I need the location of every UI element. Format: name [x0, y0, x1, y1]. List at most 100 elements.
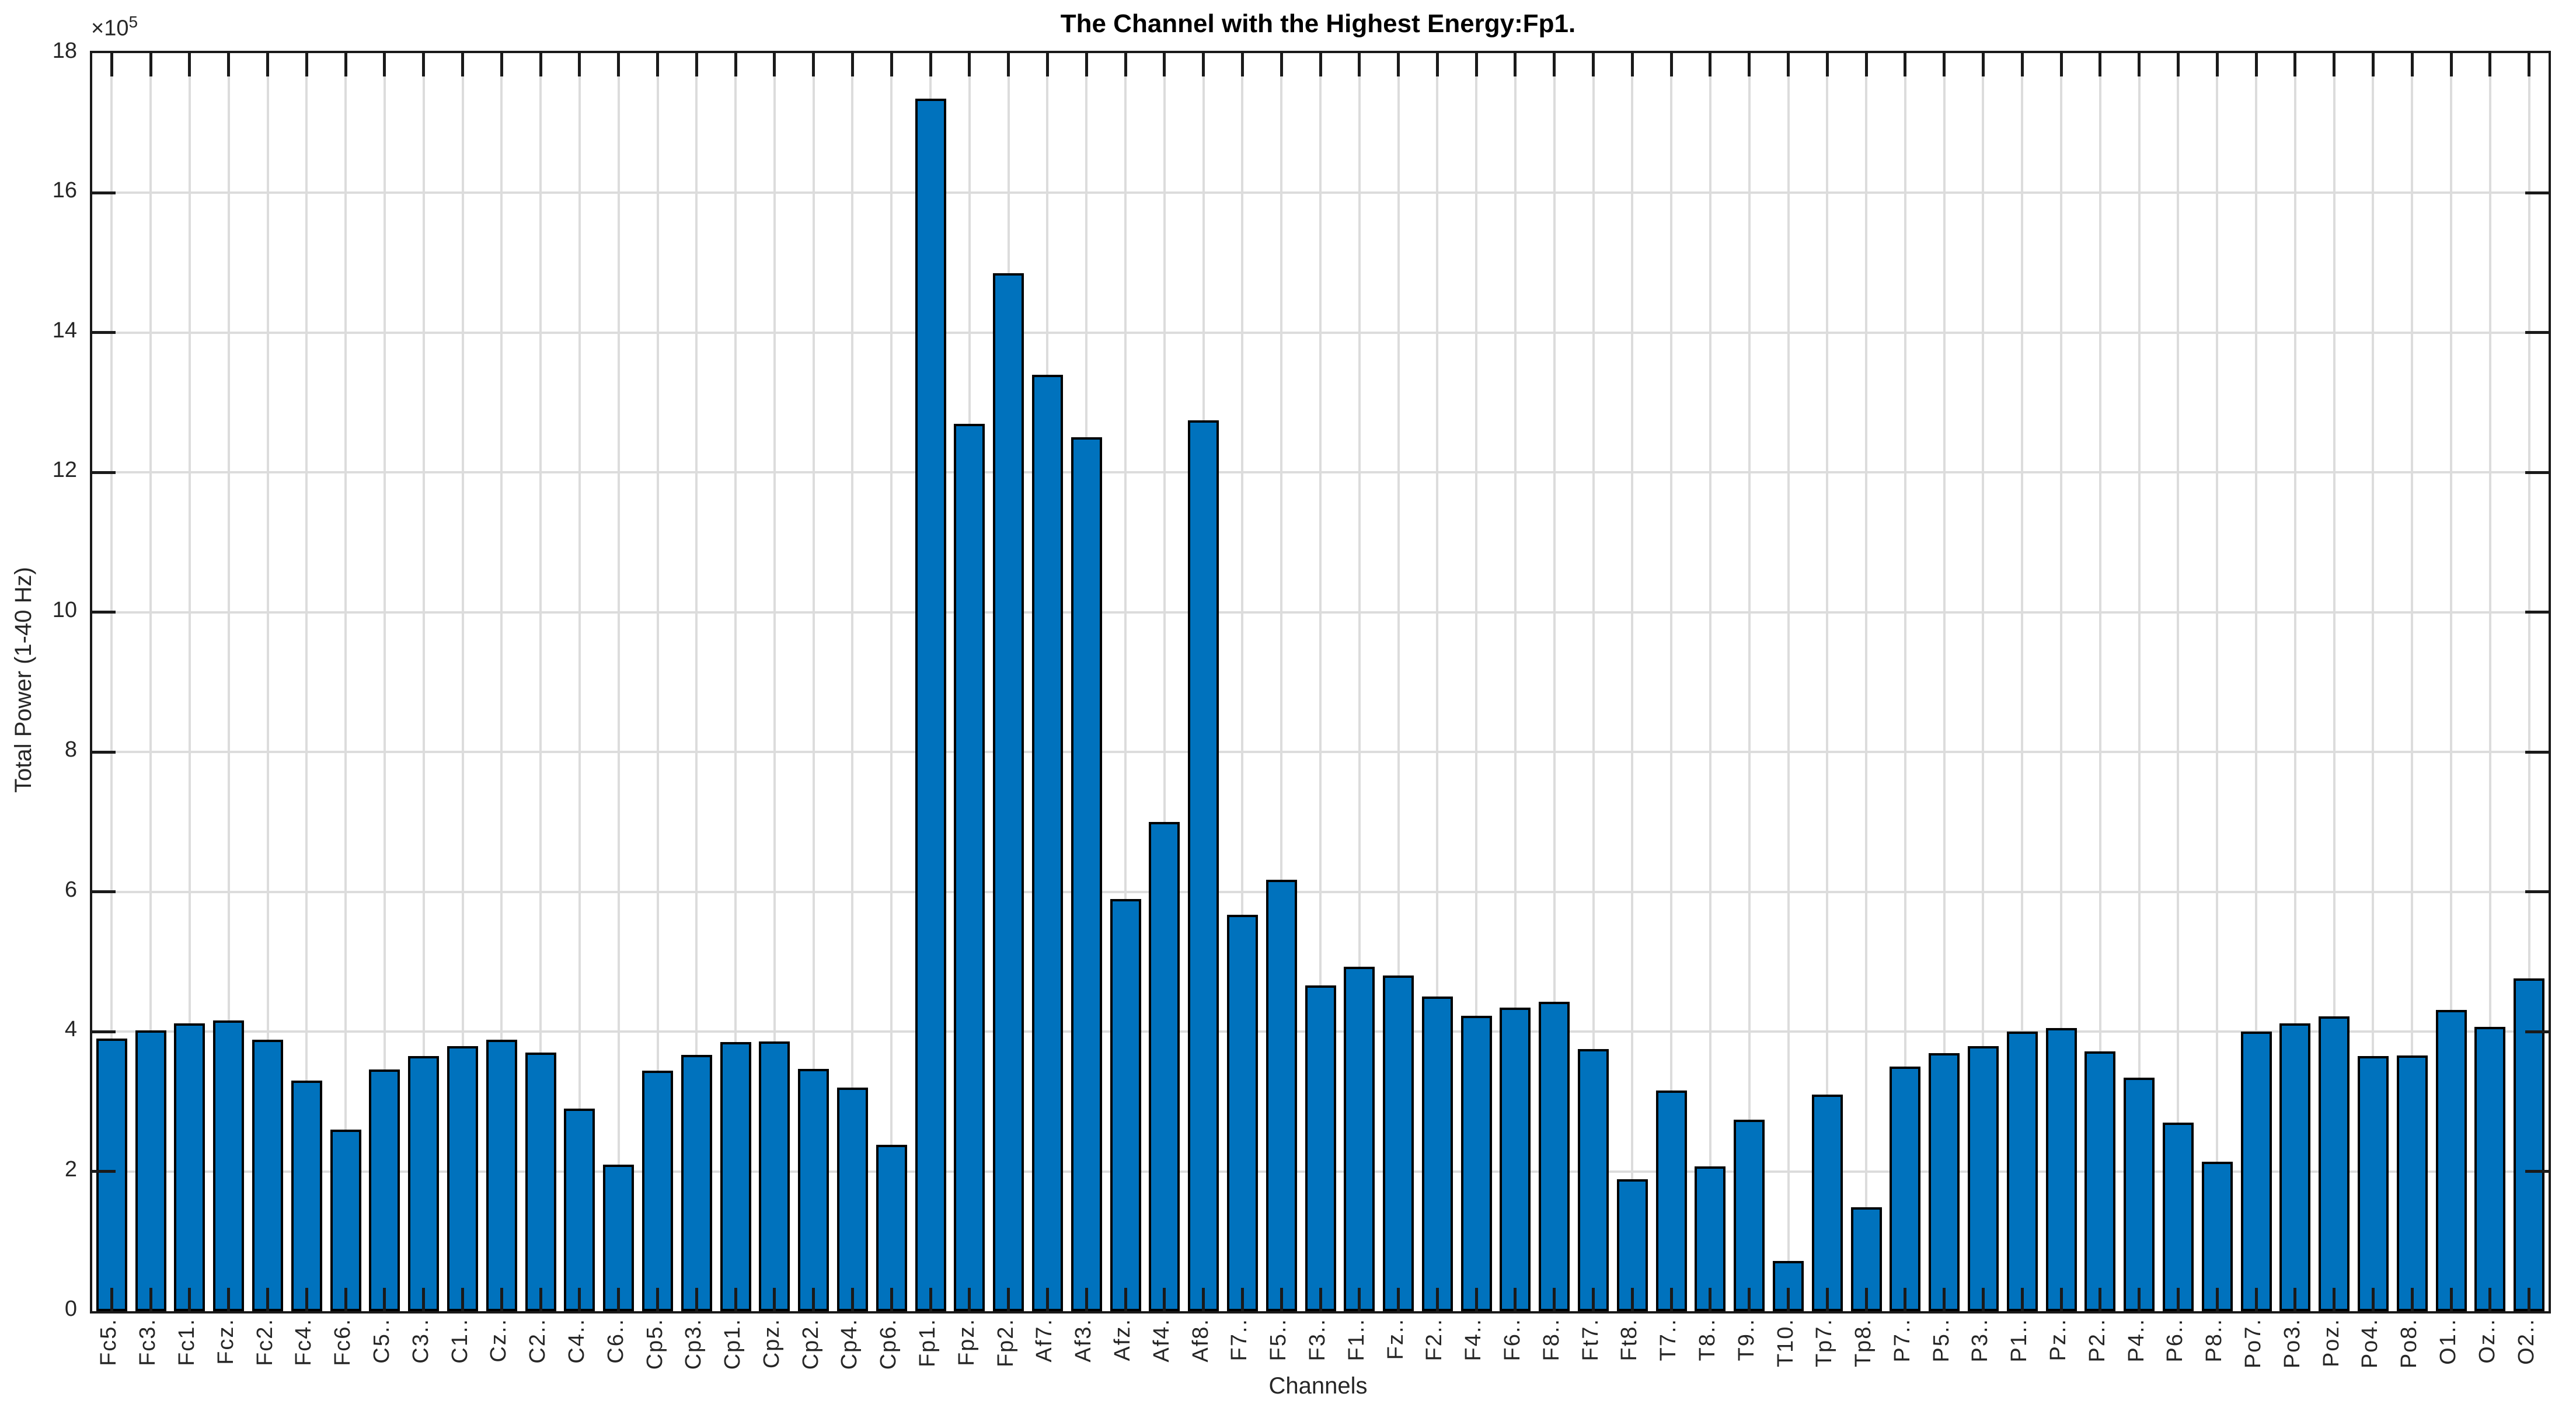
x-tick-label: F1.. [1344, 1318, 1369, 1361]
x-tick-label: Afz. [1110, 1318, 1135, 1361]
vertical-gridline [1319, 53, 1322, 1311]
vertical-gridline [1163, 53, 1166, 1311]
x-tick-label: Fc2. [253, 1318, 277, 1366]
x-tick-label: P5.. [1929, 1318, 1954, 1363]
bar-P2 [2084, 1051, 2115, 1311]
x-tick-top [2528, 53, 2530, 76]
bar-Po8 [2397, 1055, 2428, 1311]
x-tick-top [1865, 53, 1868, 76]
x-tick-label: Tp7. [1812, 1318, 1836, 1368]
x-tick-top [1046, 53, 1049, 76]
bar-Tp7 [1812, 1095, 1843, 1311]
x-tick-top [2488, 53, 2491, 76]
bar-Af3 [1071, 437, 1102, 1311]
y-tick-right [2525, 611, 2549, 614]
bar-P4 [2124, 1078, 2155, 1311]
bar-Fp2 [993, 273, 1024, 1311]
x-tick-label: T10. [1773, 1318, 1798, 1368]
x-tick-bottom [2333, 1288, 2336, 1311]
vertical-gridline [2021, 53, 2023, 1311]
vertical-gridline [1124, 53, 1127, 1311]
y-tick-label: 12 [52, 458, 77, 482]
bar-Af8 [1188, 420, 1219, 1311]
bar-Fp1 [915, 99, 946, 1311]
x-tick-top [1592, 53, 1595, 76]
x-tick-bottom [2255, 1288, 2258, 1311]
x-tick-top [1319, 53, 1322, 76]
x-tick-label: P8.. [2202, 1318, 2226, 1363]
vertical-gridline [657, 53, 659, 1311]
x-tick-label: Fcz. [214, 1318, 238, 1365]
vertical-gridline [1241, 53, 1243, 1311]
vertical-gridline [1514, 53, 1517, 1311]
x-tick-bottom [695, 1288, 698, 1311]
x-tick-bottom [1241, 1288, 1244, 1311]
x-tick-bottom [110, 1288, 113, 1311]
x-tick-label: Cp2. [799, 1318, 823, 1370]
x-tick-top [734, 53, 737, 76]
bar-F7 [1227, 915, 1258, 1311]
vertical-gridline [2411, 53, 2413, 1311]
vertical-gridline [1904, 53, 1906, 1311]
x-tick-label: C1.. [448, 1318, 472, 1364]
vertical-gridline [734, 53, 737, 1311]
x-tick-top [1124, 53, 1127, 76]
vertical-gridline [149, 53, 152, 1311]
bar-Cz [486, 1040, 517, 1311]
x-tick-label: Po4. [2358, 1318, 2382, 1369]
x-tick-label: Fp2. [994, 1318, 1018, 1368]
y-tick-right [2525, 471, 2549, 474]
x-tick-label: C6.. [604, 1318, 628, 1364]
vertical-gridline [2099, 53, 2101, 1311]
x-tick-label: T7.. [1656, 1318, 1681, 1361]
x-tick-top [773, 53, 776, 76]
bar-C1 [447, 1046, 478, 1311]
x-tick-top [890, 53, 893, 76]
bar-F2 [1422, 997, 1453, 1311]
vertical-gridline [2138, 53, 2141, 1311]
bar-F6 [1500, 1008, 1531, 1311]
x-tick-bottom [1865, 1288, 1868, 1311]
x-tick-top [1280, 53, 1283, 76]
x-tick-label: Po7. [2241, 1318, 2265, 1369]
x-tick-top [1358, 53, 1361, 76]
x-tick-bottom [1514, 1288, 1517, 1311]
x-tick-label: F2.. [1422, 1318, 1446, 1361]
y-tick-right [2525, 890, 2549, 893]
x-tick-bottom [2528, 1288, 2530, 1311]
x-tick-bottom [890, 1288, 893, 1311]
bar-Cp6 [876, 1145, 907, 1311]
x-tick-top [1748, 53, 1751, 76]
vertical-gridline [2333, 53, 2336, 1311]
y-tick-label: 10 [52, 598, 77, 622]
vertical-gridline [539, 53, 542, 1311]
bar-Fc5 [96, 1039, 127, 1311]
x-tick-top [344, 53, 347, 76]
x-tick-top [1553, 53, 1556, 76]
vertical-gridline [1358, 53, 1361, 1311]
x-tick-label: Cp1. [720, 1318, 745, 1370]
bar-Fc2 [252, 1040, 283, 1311]
bar-P1 [2007, 1032, 2038, 1311]
x-tick-top [1241, 53, 1244, 76]
x-tick-label: Fp1. [915, 1318, 940, 1368]
x-tick-label: Fz.. [1383, 1318, 1408, 1360]
x-tick-bottom [2060, 1288, 2063, 1311]
bar-Po4 [2358, 1056, 2389, 1311]
bar-Fcz [213, 1020, 244, 1311]
x-tick-top [2216, 53, 2219, 76]
vertical-gridline [1787, 53, 1790, 1311]
y-tick-left [92, 331, 116, 334]
vertical-gridline [695, 53, 698, 1311]
x-tick-top [1007, 53, 1010, 76]
y-tick-label: 6 [64, 877, 77, 902]
x-tick-top [1085, 53, 1088, 76]
x-tick-top [500, 53, 503, 76]
x-tick-label: Cp5. [643, 1318, 667, 1370]
x-tick-bottom [1553, 1288, 1556, 1311]
vertical-gridline [1592, 53, 1595, 1311]
x-tick-label: P2.. [2085, 1318, 2110, 1363]
x-tick-label: Po3. [2280, 1318, 2305, 1369]
x-tick-bottom [2177, 1288, 2180, 1311]
vertical-gridline [2216, 53, 2218, 1311]
